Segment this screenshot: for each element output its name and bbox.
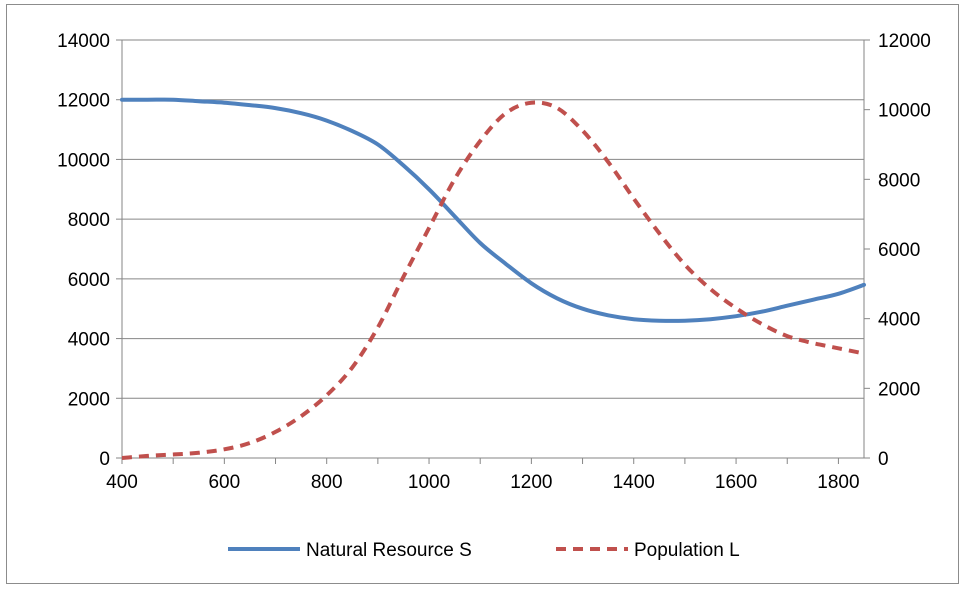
y-tick-label-left: 4000 — [68, 330, 110, 351]
y-tick-label-left: 12000 — [57, 91, 110, 112]
y-tick-label-right: 4000 — [878, 310, 920, 331]
tick-labels: 400 600 800 1000 1200 1400 1600 1800 0 2000 4000 60… — [57, 31, 931, 493]
y-tick-label-left: 8000 — [68, 210, 110, 231]
x-tick-label: 1200 — [510, 472, 552, 493]
y-tick-label-left: 6000 — [68, 270, 110, 291]
x-tick-label: 1800 — [817, 472, 859, 493]
y-tick-label-right: 8000 — [878, 170, 920, 191]
series-line-population — [121, 100, 865, 460]
x-tick-label: 800 — [311, 472, 343, 493]
y-tick-label-right: 10000 — [878, 101, 931, 122]
legend: Natural Resource S Population L — [228, 540, 740, 561]
x-tick-label: 600 — [208, 472, 240, 493]
y-tick-label-right: 6000 — [878, 240, 920, 261]
x-tick-label: 1400 — [613, 472, 655, 493]
y-tick-label-right: 2000 — [878, 379, 920, 400]
legend-label-natural-resource: Natural Resource S — [306, 540, 472, 561]
legend-label-population: Population L — [634, 540, 740, 561]
series-line-natural-resource — [120, 97, 866, 323]
axes — [116, 39, 870, 464]
y-tick-label-left: 0 — [99, 449, 110, 470]
x-tick-label: 1000 — [408, 472, 450, 493]
x-tick-label: 1600 — [715, 472, 757, 493]
series-lines — [120, 97, 866, 460]
y-tick-label-right: 0 — [878, 449, 889, 470]
x-tick-label: 400 — [106, 472, 138, 493]
y-tick-label-right: 12000 — [878, 31, 931, 52]
gridlines — [122, 39, 864, 399]
y-tick-label-left: 14000 — [57, 31, 110, 52]
y-tick-label-left: 2000 — [68, 389, 110, 410]
y-tick-label-left: 10000 — [57, 150, 110, 171]
